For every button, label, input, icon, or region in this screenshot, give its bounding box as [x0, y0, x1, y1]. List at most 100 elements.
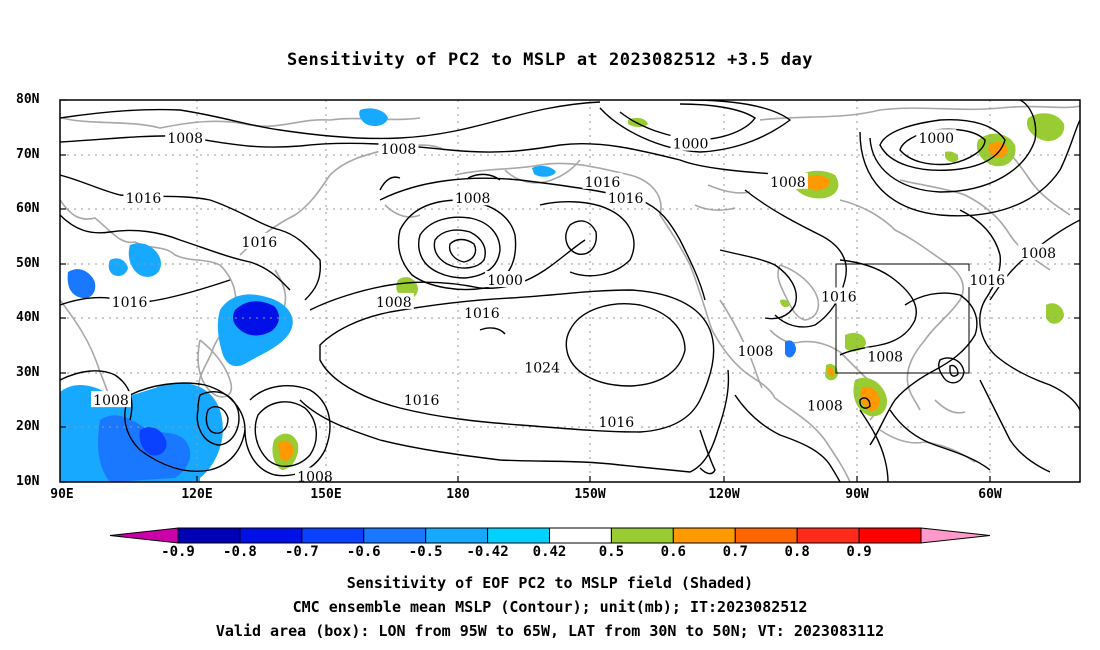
contour-label-bg: [109, 292, 150, 309]
caption-contour: CMC ensemble mean MSLP (Contour); unit(m…: [292, 598, 808, 616]
colorbar-tick-label: 0.8: [784, 544, 810, 560]
contour-label: 1000: [918, 131, 954, 147]
contour-label: 1008: [807, 399, 843, 415]
negative-region: [532, 165, 556, 177]
lat-label: 50N: [16, 256, 40, 271]
contour-label: 1016: [585, 175, 621, 191]
contour-label: 1016: [404, 393, 440, 409]
colorbar-tick-label: -0.9: [161, 544, 195, 560]
negative-region: [128, 243, 161, 277]
lat-label: 20N: [16, 419, 40, 434]
lon-label: 90W: [845, 487, 869, 502]
positive-region: [804, 175, 830, 191]
lon-label: 180: [446, 487, 470, 502]
lat-label: 40N: [16, 310, 40, 325]
contour-label: 1008: [455, 191, 491, 207]
colorbar-tick-label: 0.9: [846, 544, 872, 560]
lon-label: 150W: [574, 487, 606, 502]
lon-label: 90E: [50, 487, 74, 502]
contour-label-bg: [522, 358, 563, 375]
negative-region: [233, 301, 279, 336]
positive-region: [278, 440, 294, 461]
contour-label-bg: [91, 391, 131, 408]
contour-label: 1016: [969, 273, 1005, 289]
lon-label: 120E: [181, 487, 213, 502]
contour-label: 1008: [381, 142, 417, 158]
contour-label-bg: [967, 271, 1008, 288]
contour-label-bg: [805, 396, 845, 413]
contour-label: 1008: [770, 175, 806, 191]
contour-label: 1016: [242, 235, 278, 251]
lat-label: 60N: [16, 201, 40, 216]
positive-region: [945, 151, 959, 163]
contour-label-bg: [865, 347, 906, 364]
map-frame: [59, 99, 1081, 483]
contour-label: 1008: [93, 393, 129, 409]
positive-region: [860, 386, 880, 411]
contour-label-bg: [916, 129, 957, 146]
lon-label: 150E: [310, 487, 342, 502]
contour-label: 1016: [464, 306, 500, 322]
contour-label-bg: [767, 172, 808, 189]
contour-label-bg: [452, 189, 493, 206]
positive-region: [1046, 303, 1064, 324]
contour-label: 1000: [673, 137, 709, 153]
contour-label-bg: [461, 303, 502, 320]
colorbar-tick-label: 0.6: [660, 544, 686, 560]
contour-label: 1016: [599, 415, 635, 431]
negative-region: [67, 269, 96, 299]
contour-label-bg: [239, 232, 280, 249]
caption-valid-area: Valid area (box): LON from 95W to 65W, L…: [215, 622, 885, 640]
lat-label: 70N: [16, 147, 40, 162]
negative-region: [785, 340, 796, 358]
contour-label-bg: [165, 129, 206, 146]
contour-label-bg: [670, 134, 711, 151]
positive-region: [780, 299, 790, 308]
contour-label-bg: [123, 189, 164, 206]
contour-label: 1024: [524, 360, 560, 376]
lat-label: 80N: [16, 92, 40, 107]
axis-ticks: [60, 99, 1080, 483]
contour-label-bg: [818, 287, 859, 304]
contour-label-bg: [485, 271, 526, 288]
mslp-contours: [60, 100, 1080, 482]
contour-label: 1008: [167, 131, 203, 147]
colorbar-tick-label: 0.42: [532, 544, 567, 560]
negative-region: [139, 427, 167, 456]
colorbar-tick-label: 0.5: [598, 544, 625, 560]
negative-region: [359, 108, 388, 126]
contour-label: 1000: [487, 273, 523, 289]
colorbar-tick-label: -0.6: [346, 544, 381, 560]
colorbar-tick-label: -0.42: [466, 544, 509, 560]
contour-label-bg: [1018, 243, 1059, 260]
lon-label: 120W: [708, 487, 740, 502]
caption-shading: Sensitivity of EOF PC2 to MSLP field (Sh…: [346, 574, 754, 592]
contour-label-bg: [582, 172, 623, 189]
lon-label: 60W: [978, 487, 1002, 502]
contour-label: 1008: [297, 470, 333, 486]
contour-label: 1008: [1020, 246, 1056, 262]
negative-region: [108, 258, 128, 276]
positive-region: [827, 367, 835, 377]
colorbar-tick-label: -0.5: [408, 544, 443, 560]
contour-label: 1016: [821, 289, 857, 305]
contour-label-bg: [605, 189, 646, 206]
contour-label-bg: [401, 391, 442, 408]
colorbar-tick-label: -0.7: [284, 544, 319, 560]
figure-title: Sensitivity of PC2 to MSLP at 2023082512…: [286, 50, 813, 70]
lat-label: 10N: [16, 474, 40, 489]
contour-label: 1016: [608, 191, 644, 207]
contour-label-bg: [373, 292, 414, 309]
positive-region: [845, 332, 866, 352]
contour-label-bg: [596, 412, 637, 429]
valid-area-box: [835, 263, 970, 374]
contour-label: 1008: [738, 344, 774, 360]
contour-label: 1008: [867, 349, 903, 365]
colorbar-tick-label: 0.7: [722, 544, 748, 560]
contour-label-bg: [295, 467, 335, 484]
colorbar-tick-label: -0.8: [223, 544, 257, 560]
contour-label: 1016: [112, 295, 148, 311]
lat-label: 30N: [16, 365, 40, 380]
